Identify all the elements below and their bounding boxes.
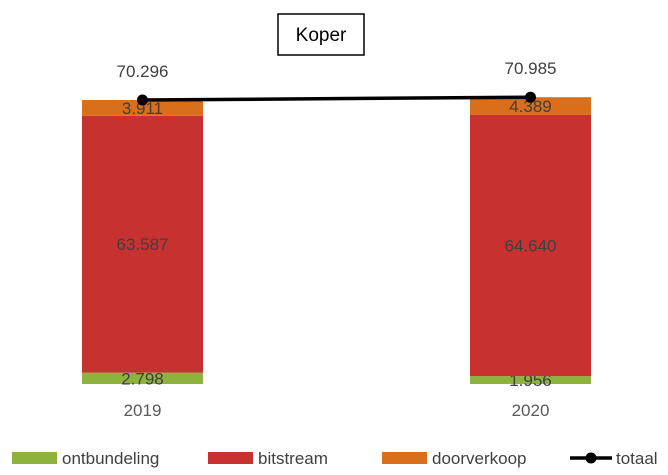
data-label-doorverkoop-2020: 4.389 [509,97,552,116]
data-label-ontbundeling-2019: 2.798 [121,369,164,388]
data-label-bitstream-2019: 63.587 [117,235,169,254]
data-label-doorverkoop-2019: 3.911 [122,99,163,118]
legend-label-ontbundeling: ontbundeling [62,449,159,468]
legend-label-doorverkoop: doorverkoop [432,449,527,468]
bar-bitstream-2020 [470,114,591,377]
chart-title: Koper [296,25,347,46]
legend-label-bitstream: bitstream [258,449,328,468]
data-label-totaal-2020: 70.985 [505,59,557,78]
bar-ontbundeling-2019 [82,372,203,384]
data-label-totaal-2019: 70.296 [117,62,169,81]
bar-bitstream-2019 [82,115,203,373]
line-totaal [142,95,531,102]
legend-label-totaal: totaal [616,449,658,468]
legend-marker-totaal [585,452,597,464]
x-tick-label-2020: 2020 [512,401,550,420]
legend-swatch-doorverkoop [382,452,427,464]
x-tick-label-2019: 2019 [124,401,162,420]
point-totaal-2020 [525,91,536,103]
point-totaal-2019 [137,94,148,106]
bar-doorverkoop-2020 [470,97,591,115]
chart-title-box [277,13,365,56]
legend-swatch-bitstream [208,452,253,464]
legend-swatch-ontbundeling [12,452,57,464]
data-label-bitstream-2020: 64.640 [505,237,557,256]
bar-doorverkoop-2019 [82,100,203,116]
bar-ontbundeling-2020 [470,376,591,384]
